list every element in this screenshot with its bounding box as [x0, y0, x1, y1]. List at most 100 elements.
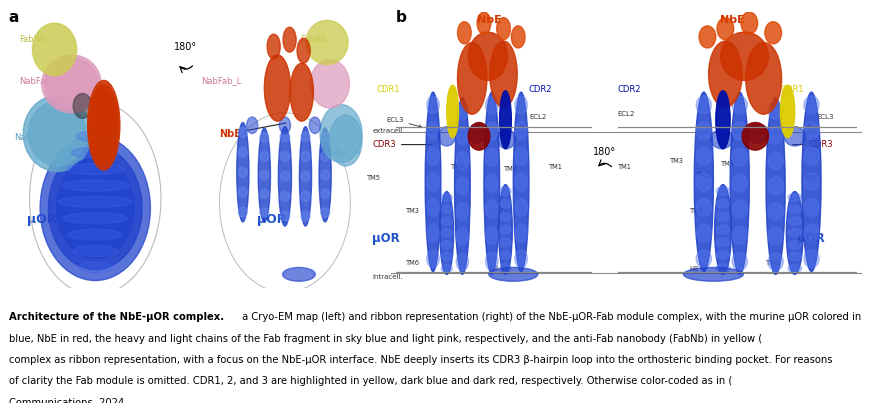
Text: 180°: 180°	[593, 147, 615, 157]
Ellipse shape	[88, 81, 120, 170]
Ellipse shape	[514, 147, 527, 165]
Ellipse shape	[715, 199, 729, 208]
Ellipse shape	[455, 253, 468, 270]
Ellipse shape	[499, 91, 511, 149]
Text: H8: H8	[688, 266, 698, 272]
Ellipse shape	[715, 91, 729, 149]
Ellipse shape	[32, 23, 76, 76]
Ellipse shape	[320, 189, 329, 198]
Ellipse shape	[787, 217, 800, 225]
Text: μOR: μOR	[372, 232, 400, 245]
Ellipse shape	[741, 123, 767, 150]
Ellipse shape	[289, 63, 313, 121]
Text: blue, NbE in red, the heavy and light chains of the Fab fragment in sky blue and: blue, NbE in red, the heavy and light ch…	[9, 334, 761, 344]
Ellipse shape	[320, 104, 362, 162]
Ellipse shape	[66, 164, 124, 174]
Ellipse shape	[320, 133, 329, 142]
Ellipse shape	[238, 207, 247, 217]
Ellipse shape	[731, 252, 746, 270]
Ellipse shape	[485, 226, 497, 244]
Ellipse shape	[476, 12, 490, 34]
Ellipse shape	[280, 211, 289, 221]
Ellipse shape	[280, 171, 289, 181]
Ellipse shape	[76, 131, 114, 142]
Ellipse shape	[695, 250, 711, 268]
Ellipse shape	[282, 27, 295, 52]
Ellipse shape	[803, 224, 819, 242]
Ellipse shape	[455, 102, 468, 119]
Ellipse shape	[514, 224, 527, 242]
Ellipse shape	[437, 127, 455, 146]
Ellipse shape	[695, 147, 711, 165]
Text: TM4: TM4	[720, 161, 733, 167]
Text: CDR1: CDR1	[375, 85, 400, 94]
Ellipse shape	[280, 152, 289, 162]
Text: NabFab_L: NabFab_L	[19, 77, 59, 85]
Ellipse shape	[260, 133, 269, 142]
Ellipse shape	[441, 217, 452, 225]
Text: TM2: TM2	[696, 172, 710, 178]
Ellipse shape	[695, 122, 711, 139]
Text: ECL3: ECL3	[806, 114, 833, 126]
Ellipse shape	[729, 92, 748, 274]
Text: H8: H8	[489, 266, 498, 272]
Ellipse shape	[264, 55, 290, 121]
Ellipse shape	[511, 26, 525, 48]
Ellipse shape	[260, 170, 269, 180]
Ellipse shape	[740, 12, 757, 34]
Ellipse shape	[803, 250, 819, 268]
Ellipse shape	[765, 98, 785, 274]
Ellipse shape	[301, 211, 309, 221]
Ellipse shape	[68, 229, 123, 240]
Ellipse shape	[695, 224, 711, 242]
Ellipse shape	[457, 22, 471, 44]
Ellipse shape	[500, 199, 510, 208]
Ellipse shape	[715, 238, 729, 247]
Ellipse shape	[787, 252, 800, 261]
Text: TM1: TM1	[617, 164, 631, 170]
Ellipse shape	[500, 264, 510, 272]
Ellipse shape	[767, 202, 782, 220]
Ellipse shape	[28, 101, 86, 166]
Ellipse shape	[787, 241, 800, 249]
Ellipse shape	[715, 187, 729, 195]
Ellipse shape	[329, 115, 362, 166]
Ellipse shape	[731, 226, 746, 244]
Text: CDR2: CDR2	[617, 85, 640, 94]
Ellipse shape	[514, 122, 527, 139]
Ellipse shape	[767, 228, 782, 245]
Ellipse shape	[485, 174, 497, 192]
Ellipse shape	[280, 191, 289, 201]
Ellipse shape	[427, 96, 439, 114]
Text: TM1: TM1	[548, 164, 561, 170]
Ellipse shape	[488, 268, 537, 281]
Text: of clarity the Fab module is omitted. CDR1, 2, and 3 are highlighted in yellow, : of clarity the Fab module is omitted. CD…	[9, 376, 731, 386]
Ellipse shape	[238, 187, 247, 197]
Ellipse shape	[489, 41, 516, 107]
Text: NabFab_H: NabFab_H	[318, 148, 361, 158]
Ellipse shape	[56, 157, 134, 259]
Ellipse shape	[710, 129, 732, 149]
Ellipse shape	[78, 262, 112, 273]
Ellipse shape	[716, 18, 733, 40]
Ellipse shape	[468, 124, 485, 143]
Text: intracell.: intracell.	[372, 274, 402, 280]
Text: TM3: TM3	[670, 158, 683, 164]
Ellipse shape	[447, 85, 458, 138]
Ellipse shape	[455, 177, 468, 195]
Ellipse shape	[440, 191, 453, 274]
Ellipse shape	[468, 32, 507, 81]
Ellipse shape	[787, 205, 800, 214]
Ellipse shape	[496, 18, 510, 40]
Ellipse shape	[282, 268, 315, 281]
Ellipse shape	[455, 152, 468, 170]
Ellipse shape	[279, 117, 290, 133]
Ellipse shape	[803, 122, 819, 139]
Ellipse shape	[427, 147, 439, 165]
Ellipse shape	[457, 42, 487, 114]
Ellipse shape	[500, 187, 510, 195]
Ellipse shape	[441, 193, 452, 202]
Text: μOR: μOR	[28, 213, 56, 226]
Ellipse shape	[427, 122, 439, 139]
Text: NabFab_H: NabFab_H	[14, 132, 56, 141]
